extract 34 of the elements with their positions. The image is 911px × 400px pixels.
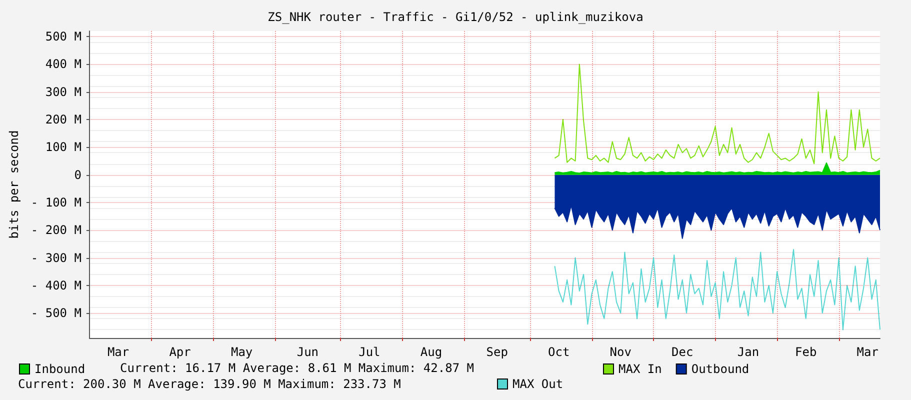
x-tick-label: Mar — [107, 345, 130, 359]
y-tick-label: 300 M — [45, 84, 82, 99]
line-series — [554, 248, 880, 330]
y-tick-label: 400 M — [45, 57, 82, 72]
y-tick-label: 200 M — [45, 112, 82, 127]
x-tick-label: Apr — [169, 345, 191, 359]
x-tick-label: Nov — [610, 345, 632, 359]
legend-label: MAX Out — [512, 377, 564, 391]
y-tick-label: - 500 M — [30, 306, 82, 320]
y-tick-label: - 200 M — [30, 223, 82, 238]
x-tick-label: Sep — [486, 345, 508, 359]
x-tick-label: Dec — [672, 345, 694, 359]
y-axis-title: bits per second — [7, 130, 21, 239]
y-tick-label: - 400 M — [30, 278, 82, 292]
x-tick-label: Jul — [358, 345, 380, 359]
line-series — [554, 64, 880, 164]
x-tick-label: Jan — [737, 345, 760, 359]
x-tick-label: Aug — [420, 345, 442, 359]
y-tick-label: 100 M — [45, 140, 82, 154]
legend-label: Outbound — [691, 362, 750, 376]
x-tick-label: Mar — [856, 345, 878, 359]
text: Current: 200.30 M Average: 139.90 M Maximum: 233.73 M — [18, 377, 401, 391]
x-tick-label: Jun — [296, 345, 319, 359]
x-tick-label: May — [230, 345, 253, 359]
y-tick-label: - 300 M — [30, 250, 82, 265]
text: Current: 16.17 M Average: 8.61 M Maximum: 42.87 M — [120, 361, 474, 375]
legend-label: Inbound — [34, 362, 86, 376]
x-tick-label: Feb — [795, 345, 817, 359]
y-tick-label: 0 — [74, 168, 82, 182]
chart-title: ZS_NHK router - Traffic - Gi1/0/52 - uplink_muzikova — [268, 10, 644, 24]
y-tick-label: - 100 M — [30, 195, 82, 210]
legend-label: MAX In — [618, 362, 662, 376]
x-tick-label: Oct — [548, 345, 570, 359]
y-tick-label: 500 M — [45, 30, 82, 44]
